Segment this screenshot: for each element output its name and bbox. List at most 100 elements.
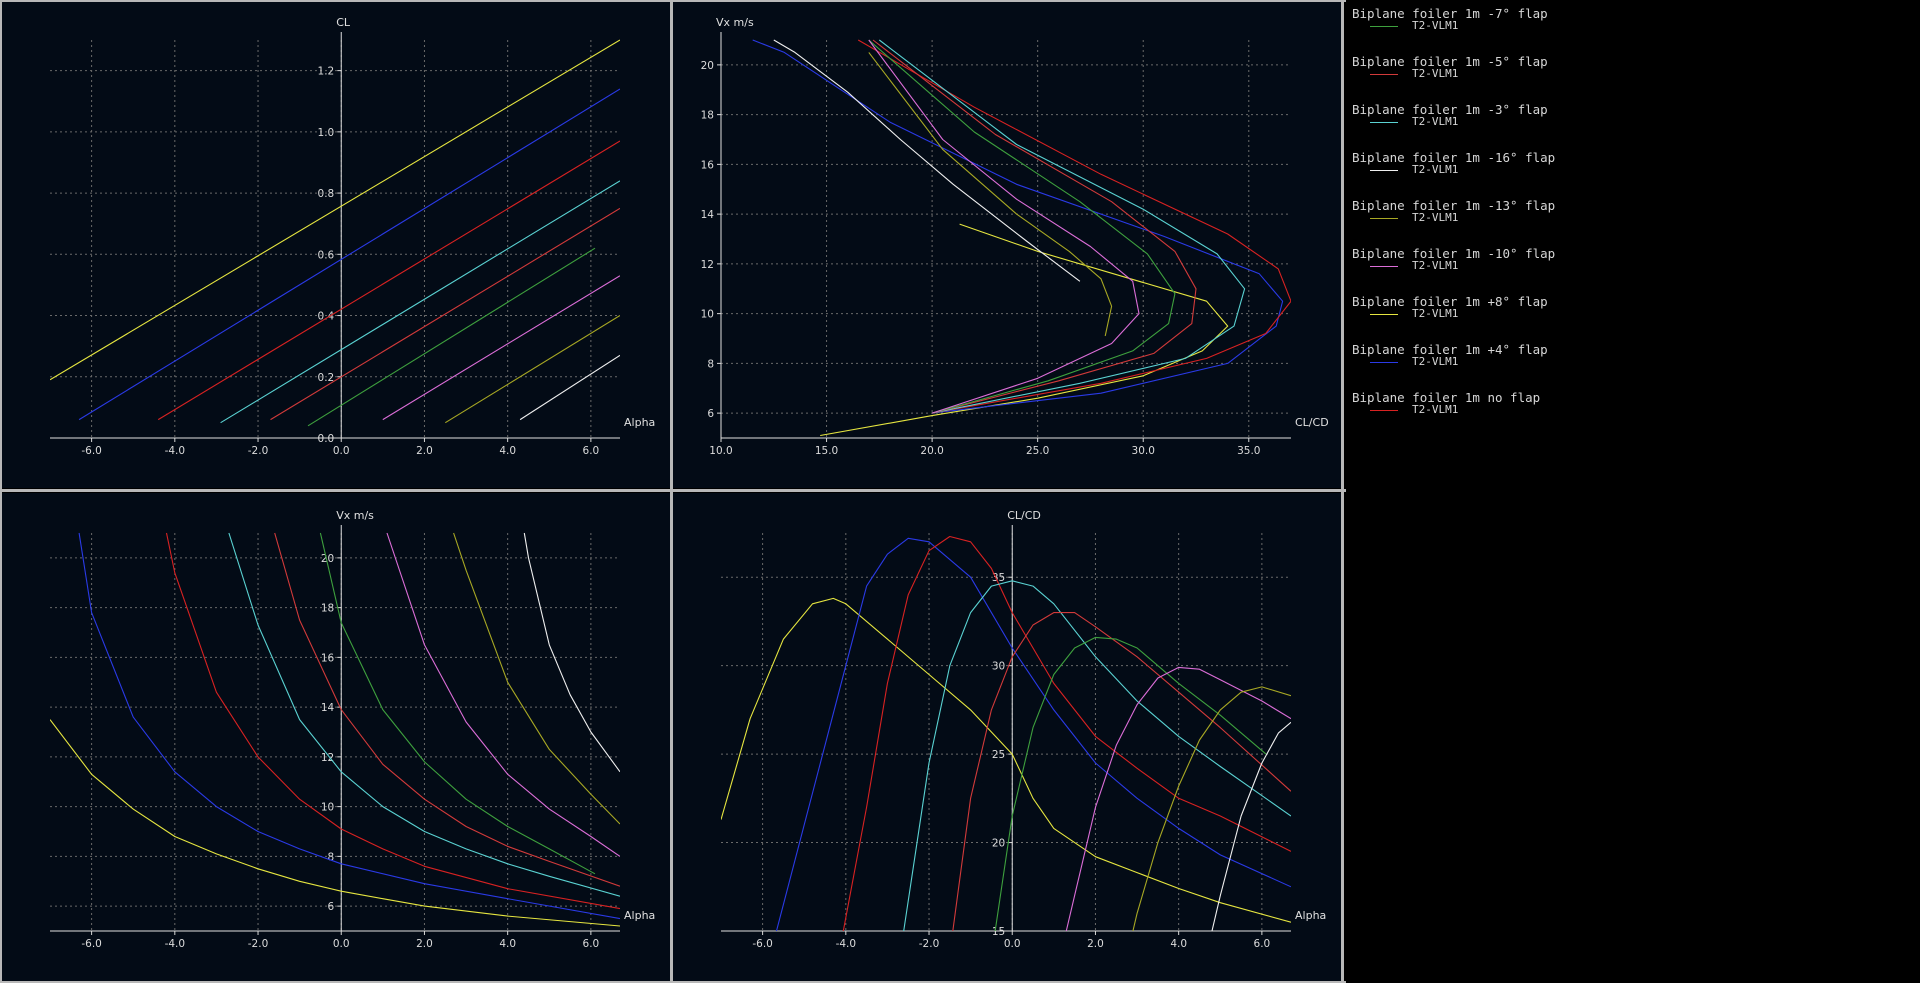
series-line--3flap — [228, 532, 620, 897]
x-tick-label: 4.0 — [499, 445, 516, 457]
legend-title: Biplane foiler 1m -7° flap — [1352, 6, 1548, 21]
y-tick-label: 8 — [328, 851, 335, 863]
legend-item[interactable]: Biplane foiler 1m -13° flap T2-VLM1 — [1352, 198, 1912, 246]
x-axis-label: Alpha — [1295, 909, 1326, 922]
x-tick-label: -2.0 — [248, 445, 269, 457]
series-line--13flap — [453, 532, 620, 825]
y-tick-label: 1.0 — [318, 127, 335, 139]
legend-item[interactable]: Biplane foiler 1m +4° flap T2-VLM1 — [1352, 342, 1912, 390]
x-axis-label: Alpha — [624, 909, 655, 922]
legend-title: Biplane foiler 1m +4° flap — [1352, 342, 1548, 357]
series-line--3flap — [903, 580, 1291, 931]
series-line-+8flap — [50, 39, 620, 381]
x-tick-label: 0.0 — [333, 938, 350, 950]
legend-item[interactable]: Biplane foiler 1m -10° flap T2-VLM1 — [1352, 246, 1912, 294]
legend: Biplane foiler 1m -7° flap T2-VLM1 Bipla… — [1352, 6, 1912, 438]
legend-subtitle: T2-VLM1 — [1412, 67, 1459, 80]
legend-subtitle: T2-VLM1 — [1412, 115, 1459, 128]
series-line-+8flap — [820, 223, 1229, 437]
legend-title: Biplane foiler 1m -16° flap — [1352, 150, 1556, 165]
legend-title: Biplane foiler 1m -5° flap — [1352, 54, 1548, 69]
legend-swatch — [1370, 122, 1398, 123]
legend-swatch — [1370, 26, 1398, 27]
x-tick-label: 2.0 — [416, 938, 433, 950]
legend-title: Biplane foiler 1m -10° flap — [1352, 246, 1556, 261]
legend-subtitle: T2-VLM1 — [1412, 211, 1459, 224]
y-tick-label: 18 — [701, 110, 714, 122]
cl-vs-alpha-chart[interactable]: -6.0 -4.0 -2.0 0.0 2.0 4.0 6.0 0.0 0.2 0.4 0.6 0.8 1… — [2, 2, 670, 488]
legend-item[interactable]: Biplane foiler 1m +8° flap T2-VLM1 — [1352, 294, 1912, 342]
vx-vs-clcd-chart[interactable]: 10.0 15.0 20.0 25.0 30.0 35.0 6 8 10 12 14 16 18 20 CL… — [673, 2, 1341, 488]
legend-item[interactable]: Biplane foiler 1m -16° flap T2-VLM1 — [1352, 150, 1912, 198]
series-line--5flap — [952, 612, 1291, 931]
series-line-noflap — [157, 140, 620, 421]
x-tick-label: 6.0 — [1254, 938, 1271, 950]
y-axis-label: CL/CD — [1007, 509, 1041, 522]
series-line-+8flap — [721, 597, 1291, 923]
x-tick-label: 2.0 — [416, 445, 433, 457]
y-tick-label: 8 — [707, 358, 714, 370]
legend-swatch — [1370, 410, 1398, 411]
series-line--3flap — [220, 180, 620, 424]
legend-swatch — [1370, 170, 1398, 171]
legend-swatch — [1370, 362, 1398, 363]
x-tick-label: -4.0 — [836, 938, 857, 950]
legend-title: Biplane foiler 1m -3° flap — [1352, 102, 1548, 117]
x-tick-label: 4.0 — [499, 938, 516, 950]
y-tick-label: 16 — [701, 159, 715, 171]
y-tick-label: 14 — [321, 702, 335, 714]
y-tick-label: 20 — [701, 60, 714, 72]
series-line--7flap — [868, 39, 1176, 414]
vx-alpha-plot: -6.0 -4.0 -2.0 0.0 2.0 4.0 6.0 6 8 10 12 14 16 18 20 Al… — [50, 509, 655, 950]
x-tick-label: 2.0 — [1087, 938, 1104, 950]
x-axis-label: Alpha — [624, 416, 655, 429]
series-line--5flap — [270, 207, 620, 421]
x-axis-label: CL/CD — [1295, 416, 1329, 429]
legend-title: Biplane foiler 1m -13° flap — [1352, 198, 1556, 213]
legend-subtitle: T2-VLM1 — [1412, 163, 1459, 176]
y-tick-label: 25 — [992, 749, 1005, 761]
series-line--7flap — [307, 247, 596, 427]
cl-plot: -6.0 -4.0 -2.0 0.0 2.0 4.0 6.0 0.0 0.2 0.4 0.6 0.8 1… — [50, 16, 655, 457]
legend-subtitle: T2-VLM1 — [1412, 403, 1459, 416]
y-tick-label: 30 — [992, 661, 1005, 673]
y-axis-label: Vx m/s — [716, 16, 754, 29]
legend-item[interactable]: Biplane foiler 1m -7° flap T2-VLM1 — [1352, 6, 1912, 54]
y-tick-label: 10 — [701, 309, 714, 321]
x-tick-label: -6.0 — [81, 445, 102, 457]
y-tick-label: 14 — [701, 209, 715, 221]
clcd-vs-alpha-chart[interactable]: -6.0 -4.0 -2.0 0.0 2.0 4.0 6.0 15 20 25 30 35 Alpha C… — [673, 493, 1341, 981]
x-tick-label: 6.0 — [583, 445, 600, 457]
series-line-noflap — [842, 535, 1291, 931]
legend-subtitle: T2-VLM1 — [1412, 19, 1459, 32]
x-tick-label: -2.0 — [248, 938, 269, 950]
y-tick-label: 12 — [321, 752, 334, 764]
y-tick-label: 1.2 — [318, 66, 335, 78]
series-line-+4flap — [752, 39, 1284, 414]
series-line--13flap — [868, 52, 1113, 337]
x-tick-label: 10.0 — [709, 445, 732, 457]
y-axis-label: Vx m/s — [336, 509, 374, 522]
y-tick-label: 15 — [992, 926, 1005, 938]
series-line--5flap — [274, 532, 620, 887]
legend-item[interactable]: Biplane foiler 1m no flap T2-VLM1 — [1352, 390, 1912, 438]
series-line--13flap — [445, 315, 620, 424]
series-line--10flap — [386, 532, 620, 857]
legend-item[interactable]: Biplane foiler 1m -3° flap T2-VLM1 — [1352, 102, 1912, 150]
series-line--16flap — [519, 354, 620, 421]
legend-swatch — [1370, 74, 1398, 75]
y-tick-label: 0.0 — [318, 433, 335, 445]
series-line-+8flap — [50, 719, 620, 927]
legend-subtitle: T2-VLM1 — [1412, 355, 1459, 368]
y-tick-label: 6 — [328, 901, 335, 913]
vx-vs-alpha-chart[interactable]: -6.0 -4.0 -2.0 0.0 2.0 4.0 6.0 6 8 10 12 14 16 18 20 Al… — [2, 493, 670, 981]
x-tick-label: 25.0 — [1026, 445, 1049, 457]
series-line--5flap — [872, 39, 1197, 414]
legend-subtitle: T2-VLM1 — [1412, 259, 1459, 272]
x-tick-label: 0.0 — [1004, 938, 1021, 950]
series-line-noflap — [165, 532, 620, 910]
legend-subtitle: T2-VLM1 — [1412, 307, 1459, 320]
x-tick-label: 0.0 — [333, 445, 350, 457]
x-tick-label: 6.0 — [583, 938, 600, 950]
legend-item[interactable]: Biplane foiler 1m -5° flap T2-VLM1 — [1352, 54, 1912, 102]
